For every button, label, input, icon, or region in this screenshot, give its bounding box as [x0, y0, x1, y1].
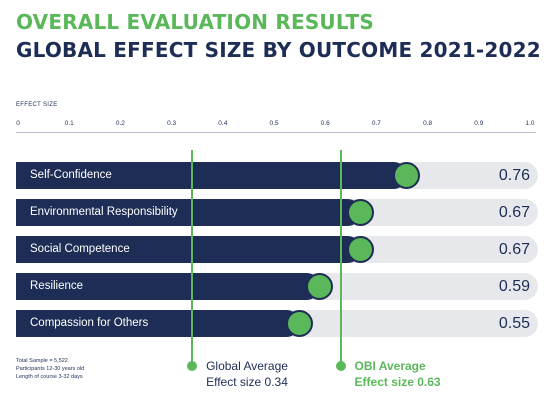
bar-category-label: Resilience [30, 280, 84, 292]
reference-line-marker [187, 361, 198, 371]
reference-annotation: Global Average Effect size 0.34 [206, 358, 288, 390]
bar-category-label: Social Competence [30, 243, 130, 255]
annotation-line1: Global Average [206, 359, 288, 373]
bar-value-label: 0.67 [498, 204, 530, 221]
bar-row: Self-Confidence 0.76 [16, 162, 538, 189]
bar-end-marker [285, 310, 313, 337]
x-axis-label: EFFECT SIZE [16, 102, 58, 108]
reference-line [339, 150, 342, 366]
reference-annotation: OBI Average Effect size 0.63 [355, 358, 441, 390]
bar-value-label: 0.76 [498, 167, 530, 184]
x-tick-label: 0.5 [269, 120, 279, 127]
chart-subtitle: GLOBAL EFFECT SIZE BY OUTCOME 2021-2022 [16, 38, 541, 62]
sample-notes: Total Sample = 5,522 Participants 12-30 … [16, 357, 84, 381]
x-tick-label: 0.1 [64, 120, 74, 127]
note-sample: Total Sample = 5,522 [16, 358, 68, 364]
bar-value-label: 0.55 [498, 315, 530, 332]
x-tick-label: 0.8 [423, 120, 433, 127]
bar-category-label: Environmental Responsibility [30, 206, 178, 218]
x-tick-label: 0.4 [218, 120, 228, 127]
bar-row: Compassion for Others 0.55 [16, 310, 538, 337]
bar-end-marker [347, 199, 375, 226]
note-participants: Participants 12-30 years old [16, 366, 85, 372]
bar-row: Social Competence 0.67 [16, 236, 538, 263]
bar-end-marker [347, 236, 375, 263]
reference-line-marker [335, 361, 346, 371]
x-tick-label: 0.3 [167, 120, 177, 127]
x-tick-label: 1.0 [525, 120, 535, 127]
annotation-line2: Effect size 0.34 [206, 375, 288, 389]
annotation-line2: Effect size 0.63 [354, 375, 441, 389]
bar [16, 199, 362, 226]
annotation-line1: OBI Average [354, 359, 426, 373]
x-tick-label: 0 [16, 120, 20, 127]
bar-value-label: 0.67 [498, 241, 530, 258]
x-axis-line [16, 132, 536, 133]
bar-row: Resilience 0.59 [16, 273, 538, 300]
bar-row: Environmental Responsibility 0.67 [16, 199, 538, 226]
bar-end-marker [306, 273, 334, 300]
reference-line [191, 150, 194, 366]
note-length: Length of course 3-32 days [16, 374, 83, 380]
bar [16, 273, 321, 300]
x-tick-label: 0.2 [115, 120, 125, 127]
chart-title: OVERALL EVALUATION RESULTS [16, 10, 374, 34]
x-tick-label: 0.6 [320, 120, 330, 127]
bar-end-marker [393, 162, 421, 189]
bar-value-label: 0.59 [498, 278, 530, 295]
bar [16, 310, 300, 337]
bar-category-label: Compassion for Others [30, 317, 149, 329]
x-tick-label: 0.7 [371, 120, 381, 127]
x-tick-label: 0.9 [474, 120, 484, 127]
bar-category-label: Self-Confidence [30, 169, 112, 181]
bar [16, 236, 362, 263]
bar [16, 162, 408, 189]
